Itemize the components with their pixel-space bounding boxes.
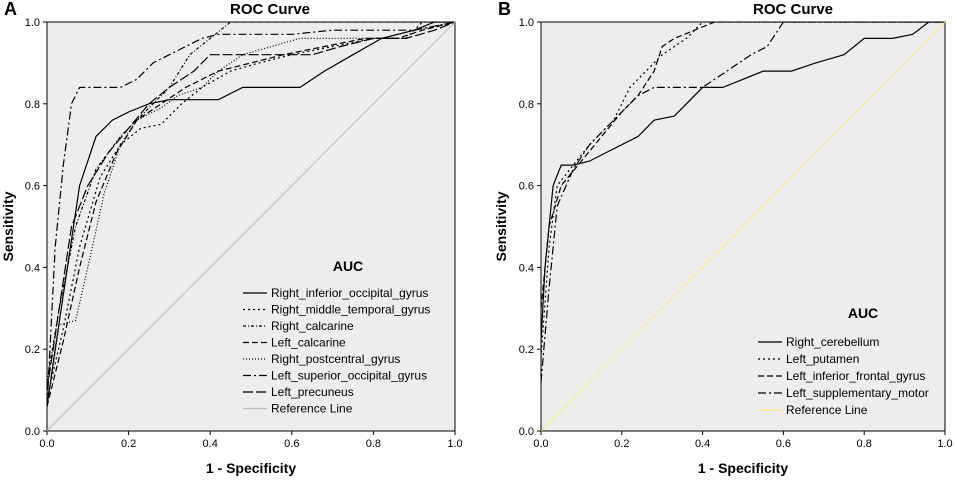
series-line-right-inferior-occipital-gyrus bbox=[47, 22, 455, 407]
x-tick-label: 1.0 bbox=[937, 438, 952, 450]
x-tick-label: 0.6 bbox=[284, 438, 299, 450]
legend-title: AUC bbox=[333, 258, 363, 274]
legend-label: Left_superior_occipital_gyrus bbox=[271, 369, 427, 383]
legend-label: Left_precuneus bbox=[271, 385, 354, 399]
y-tick-label: 0.4 bbox=[519, 262, 534, 274]
legend-label: Right_cerebellum bbox=[786, 335, 879, 349]
legend: AUC Right_inferior_occipital_gyrus Right_m… bbox=[243, 258, 430, 416]
series-group bbox=[47, 22, 455, 407]
chart-panel-b: B ROC Curve 0.0 0.2 0.4 0.6 0.8 1.0 0.0 0.2 0.4 0.6… bbox=[493, 0, 953, 476]
legend-title: AUC bbox=[848, 305, 878, 321]
series-line-right-calcarine bbox=[47, 22, 455, 382]
x-tick-label: 0.4 bbox=[203, 438, 218, 450]
series-line-right-cerebellum bbox=[541, 22, 945, 342]
y-tick-label: 0.2 bbox=[519, 344, 534, 356]
legend-label: Right_calcarine bbox=[271, 319, 354, 333]
y-axis-title: Sensitivity bbox=[0, 191, 16, 261]
x-tick-label: 0.0 bbox=[39, 438, 54, 450]
y-axis-title: Sensitivity bbox=[493, 191, 509, 261]
legend-label: Left_supplementary_motor bbox=[786, 386, 929, 400]
panel-label: A bbox=[4, 0, 17, 19]
x-tick-label: 0.8 bbox=[857, 438, 872, 450]
x-axis-title: 1 - Specificity bbox=[206, 460, 296, 476]
y-tick-label: 0.0 bbox=[519, 426, 534, 438]
x-tick-label: 0.0 bbox=[533, 438, 548, 450]
chart-panel-a: A ROC Curve 0.0 0.2 0.4 0.6 0.8 1.0 0.0 0.2 0.4 0.6… bbox=[0, 0, 463, 476]
y-tick-label: 0.2 bbox=[25, 344, 40, 356]
legend-label: Left_calcarine bbox=[271, 336, 346, 350]
legend-label: Left_putamen bbox=[786, 352, 859, 366]
y-tick-label: 1.0 bbox=[519, 17, 534, 29]
legend-label: Right_inferior_occipital_gyrus bbox=[271, 286, 428, 300]
series-line-left-precuneus bbox=[47, 22, 455, 391]
legend: AUC Right_cerebellum Left_putamen Left_infe… bbox=[758, 305, 929, 417]
x-tick-label: 0.8 bbox=[366, 438, 381, 450]
legend-label: Reference Line bbox=[786, 403, 868, 417]
y-tick-label: 0.6 bbox=[519, 181, 534, 193]
y-tick-label: 0.6 bbox=[25, 181, 40, 193]
x-tick-label: 0.2 bbox=[614, 438, 629, 450]
series-line-reference-line bbox=[540, 21, 946, 432]
chart-title: ROC Curve bbox=[753, 1, 833, 18]
y-tick-label: 1.0 bbox=[25, 17, 40, 29]
legend-label: Left_inferior_frontal_gyrus bbox=[786, 369, 925, 383]
x-tick-label: 0.2 bbox=[121, 438, 136, 450]
y-tick-label: 0.4 bbox=[25, 262, 40, 274]
panel-label: B bbox=[498, 0, 511, 19]
x-axis-title: 1 - Specificity bbox=[698, 460, 788, 476]
series-group bbox=[541, 22, 945, 382]
series-line-left-calcarine bbox=[47, 22, 455, 407]
y-tick-label: 0.0 bbox=[25, 426, 40, 438]
x-tick-label: 0.4 bbox=[695, 438, 710, 450]
x-tick-label: 1.0 bbox=[447, 438, 462, 450]
y-tick-label: 0.8 bbox=[519, 99, 534, 111]
legend-label: Right_middle_temporal_gyrus bbox=[271, 303, 430, 317]
x-tick-label: 0.6 bbox=[776, 438, 791, 450]
legend-label: Reference Line bbox=[271, 402, 353, 416]
legend-label: Right_postcentral_gyrus bbox=[271, 352, 400, 366]
series-line-left-supplementary-motor bbox=[541, 22, 945, 382]
series-line-right-postcentral-gyrus bbox=[47, 22, 455, 407]
series-line-reference-line bbox=[46, 21, 456, 432]
chart-title: ROC Curve bbox=[230, 1, 310, 18]
series-line-left-superior-occipital-gyrus bbox=[47, 22, 455, 407]
y-tick-label: 0.8 bbox=[25, 99, 40, 111]
